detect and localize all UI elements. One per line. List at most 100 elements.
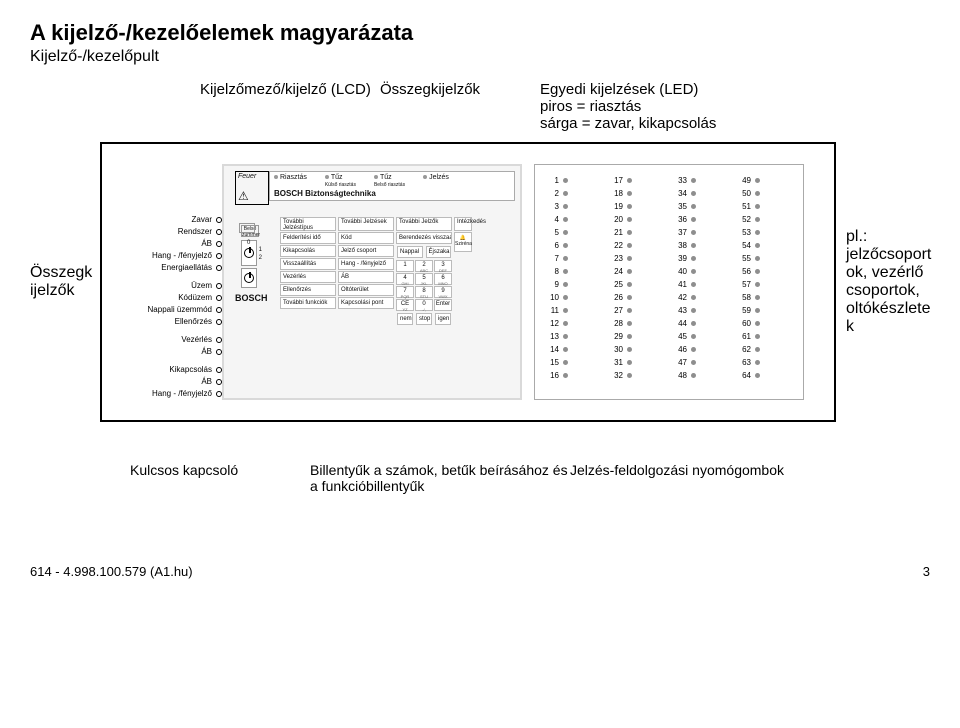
- status-item: Hang - /fényjelző: [132, 388, 222, 399]
- keyswitch-column: Belső zümmer 012 BOSCH: [229, 216, 279, 327]
- zone-led: 33: [673, 175, 729, 186]
- zone-led: 35: [673, 201, 729, 212]
- footer-pagenum: 3: [923, 564, 930, 579]
- daynight-button[interactable]: Nappal: [397, 246, 423, 258]
- keypad-key[interactable]: 2ABC: [415, 260, 433, 272]
- func-button[interactable]: Visszaállítás: [280, 258, 336, 270]
- zone-led: 14: [545, 344, 601, 355]
- keypad-key[interactable]: 1: [396, 260, 414, 272]
- keypad-key[interactable]: Enter: [434, 299, 452, 311]
- func-button[interactable]: Oltóterület: [338, 284, 394, 296]
- zone-led: 22: [609, 240, 665, 251]
- func-button[interactable]: Hang - /fényjelző: [338, 258, 394, 270]
- top-labels: Kijelzőmező/kijelző (LCD) Összegkijelzők…: [30, 81, 930, 132]
- func-button[interactable]: Kikapcsolás: [280, 245, 336, 257]
- function-grid: További Jelzéstípus Felderítési időKikap…: [279, 216, 515, 327]
- status-item: Rendszer: [132, 226, 222, 237]
- zone-led: 23: [609, 253, 665, 264]
- status-item: Üzem: [132, 280, 222, 291]
- keypad-key[interactable]: CEYZ: [396, 299, 414, 311]
- keypad-key[interactable]: 4GHI: [396, 273, 414, 285]
- zone-led: 58: [737, 292, 793, 303]
- func-header[interactable]: Intézkedés: [454, 217, 472, 231]
- key-switch-2[interactable]: [241, 268, 257, 288]
- zone-led: 51: [737, 201, 793, 212]
- func-header[interactable]: További Jelzések: [338, 217, 394, 231]
- zone-led: 7: [545, 253, 601, 264]
- zone-led: 3: [545, 201, 601, 212]
- status-item: ÁB: [132, 346, 222, 357]
- status-item: Vezérlés: [132, 334, 222, 345]
- zone-led: 54: [737, 240, 793, 251]
- keypad-key[interactable]: 9VWX: [434, 286, 452, 298]
- page-footer: 614 - 4.998.100.579 (A1.hu) 3: [30, 564, 930, 579]
- zone-led: 48: [673, 370, 729, 381]
- daynight-button[interactable]: Éjszaka: [426, 246, 452, 258]
- func-header[interactable]: További Jelzők: [396, 217, 452, 231]
- status-item: ÁB: [132, 376, 222, 387]
- keypad-key[interactable]: 7PQR: [396, 286, 414, 298]
- nav-key[interactable]: nem ←: [397, 313, 413, 325]
- zone-led: 47: [673, 357, 729, 368]
- zone-led: 24: [609, 266, 665, 277]
- zone-led: 55: [737, 253, 793, 264]
- zone-led: 10: [545, 292, 601, 303]
- control-block: Feuer ⚠ RiasztásTűzKülső riasztásTűzBels…: [222, 164, 522, 400]
- zone-led: 56: [737, 266, 793, 277]
- keypad-key[interactable]: 0-/,: [415, 299, 433, 311]
- zone-led: 59: [737, 305, 793, 316]
- zone-led: 9: [545, 279, 601, 290]
- zone-led: 38: [673, 240, 729, 251]
- zone-led: 27: [609, 305, 665, 316]
- zone-led: 43: [673, 305, 729, 316]
- leader-keyswitch: Kulcsos kapcsoló: [130, 462, 310, 494]
- siren-button[interactable]: 🔔Sziréna: [454, 232, 472, 252]
- zone-led: 42: [673, 292, 729, 303]
- keypad-key[interactable]: 8STU: [415, 286, 433, 298]
- zone-led: 37: [673, 227, 729, 238]
- func-button[interactable]: Ellenőrzés: [280, 284, 336, 296]
- func-button[interactable]: Jelző csoport: [338, 245, 394, 257]
- zone-led: 61: [737, 331, 793, 342]
- func-button[interactable]: Kapcsolási pont: [338, 297, 394, 309]
- buzzer-button[interactable]: Belső zümmer: [241, 225, 259, 237]
- zone-led: 34: [673, 188, 729, 199]
- zone-led: 30: [609, 344, 665, 355]
- zone-led: 57: [737, 279, 793, 290]
- status-item: Kódüzem: [132, 292, 222, 303]
- zone-led: 46: [673, 344, 729, 355]
- zone-led: 15: [545, 357, 601, 368]
- keypad-key[interactable]: 5JKL: [415, 273, 433, 285]
- func-button[interactable]: Köd: [338, 232, 394, 244]
- func-button[interactable]: Berendezés visszaállítása: [396, 232, 452, 244]
- zone-led: 8: [545, 266, 601, 277]
- nav-key[interactable]: stop: [416, 313, 432, 325]
- zone-led: 64: [737, 370, 793, 381]
- func-button[interactable]: Felderítési idő: [280, 232, 336, 244]
- page-subtitle: Kijelző-/kezelőpult: [30, 48, 930, 66]
- status-item: Hang - /fényjelző: [132, 250, 222, 261]
- zone-led: 21: [609, 227, 665, 238]
- status-item: Energiaellátás: [132, 262, 222, 273]
- func-button[interactable]: További funkciók: [280, 297, 336, 309]
- brand-label: BOSCH Biztonságtechnika: [274, 189, 510, 198]
- func-button[interactable]: Vezérlés: [280, 271, 336, 283]
- keypad-key[interactable]: 6MNO: [434, 273, 452, 285]
- status-item: Kikapcsolás: [132, 364, 222, 375]
- key-switch-1[interactable]: 012: [241, 240, 257, 266]
- lcd-screen: RiasztásTűzKülső riasztásTűzBelső riaszt…: [269, 171, 515, 201]
- lcd-indicator: TűzKülső riasztás: [325, 174, 356, 188]
- zone-led: 52: [737, 214, 793, 225]
- zone-led: 40: [673, 266, 729, 277]
- lcd-indicator: TűzBelső riasztás: [374, 174, 405, 188]
- nav-key[interactable]: igen →: [435, 313, 451, 325]
- keypad: 12ABC3DEF 4GHI5JKL6MNO 7PQR8STU9VWX CEYZ0-/…: [396, 260, 452, 311]
- keypad-key[interactable]: 3DEF: [434, 260, 452, 272]
- right-caption: pl.: jelzőcsoport ok, vezérlő csoportok,…: [836, 228, 931, 336]
- zone-led: 50: [737, 188, 793, 199]
- zone-led: 39: [673, 253, 729, 264]
- func-header[interactable]: További Jelzéstípus: [280, 217, 336, 231]
- func-button[interactable]: ÁB: [338, 271, 394, 283]
- zone-led: 19: [609, 201, 665, 212]
- left-caption: Összegk ijelzők: [30, 264, 100, 300]
